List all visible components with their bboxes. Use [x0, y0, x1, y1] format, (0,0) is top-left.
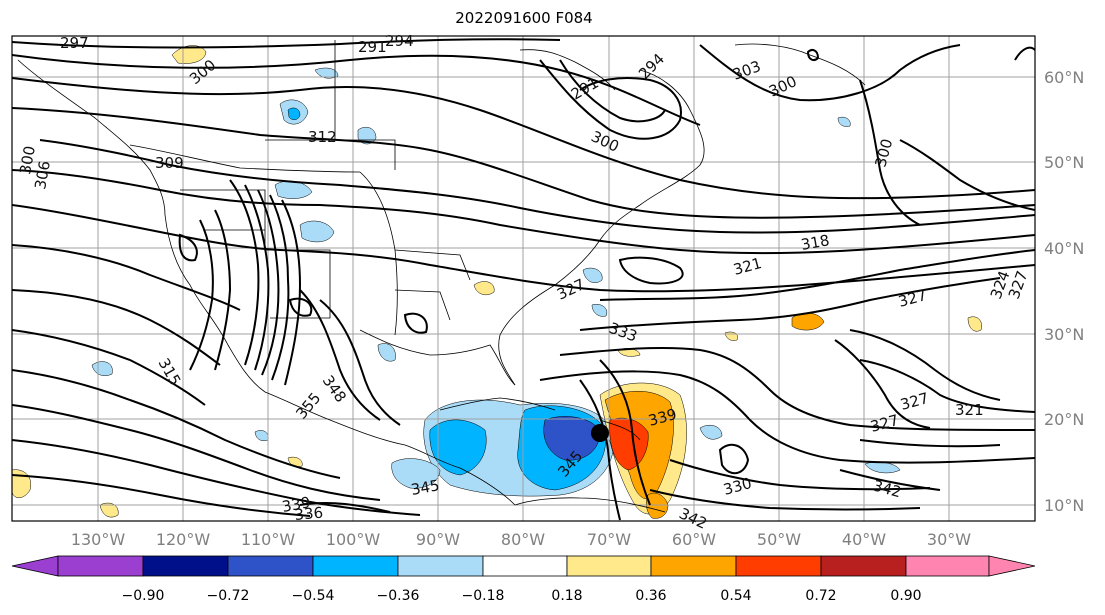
shade-patch-17 [699, 425, 723, 440]
colorbar-tick-label: 0.72 [805, 588, 836, 604]
shade-dark-blue-caribbean [543, 416, 601, 461]
lat-label: 30°N [1044, 325, 1084, 344]
colorbar-segment [57, 555, 144, 577]
colorbar-segment [227, 555, 314, 577]
lat-label: 10°N [1044, 496, 1084, 515]
latitude-labels: 60°N 50°N 40°N 30°N 20°N 10°N [1044, 68, 1084, 515]
colorbar-segment [397, 555, 484, 577]
shade-patch-12 [591, 304, 608, 317]
shade-blue-caribbean [429, 419, 487, 476]
lat-label: 60°N [1044, 68, 1084, 87]
lon-label: 40°W [842, 530, 886, 549]
shade-patch-22 [837, 116, 851, 127]
lon-label: 120°W [156, 530, 211, 549]
lon-label: 70°W [587, 530, 631, 549]
lon-label: 100°W [326, 530, 381, 549]
shade-patch-19 [391, 458, 441, 489]
colorbar-tick-label: 0.36 [635, 588, 666, 604]
colorbar-tick-label: −0.90 [122, 588, 165, 604]
lat-label: 50°N [1044, 153, 1084, 172]
lon-label: 30°W [927, 530, 971, 549]
colorbar-segment [312, 555, 399, 577]
colorbar-segment [482, 555, 568, 577]
contour-label: 318 [800, 231, 831, 254]
lat-label: 40°N [1044, 239, 1084, 258]
map-frame [11, 35, 1036, 522]
shade-patch-3 [287, 107, 301, 120]
lon-label: 110°W [241, 530, 296, 549]
colorbar-high-extension [988, 555, 1036, 577]
storm-center-marker [591, 424, 609, 442]
colorbar-segment [820, 555, 907, 577]
lon-label: 130°W [71, 530, 126, 549]
lon-label: 60°W [672, 530, 716, 549]
colorbar-segment [566, 555, 652, 577]
longitude-labels: 130°W 120°W 110°W 100°W 90°W 80°W 70°W 6… [71, 530, 971, 549]
shade-patch-21 [99, 502, 119, 518]
shade-patch-8 [377, 343, 396, 362]
contour-label: 294 [385, 32, 414, 50]
contour-label: 345 [410, 476, 441, 499]
lon-label: 80°W [501, 530, 545, 549]
colorbar-low-extension [11, 555, 59, 577]
shade-patch-10 [473, 281, 495, 296]
lon-label: 90°W [416, 530, 460, 549]
contour-label: 300 [16, 144, 39, 175]
contour-label: 336 [294, 504, 324, 524]
colorbar-tick-label: 0.18 [551, 588, 582, 604]
lon-label: 50°W [757, 530, 801, 549]
contour-label: 297 [60, 34, 89, 52]
colorbar-segment [650, 555, 737, 577]
shading-layer [12, 45, 982, 519]
contour-label: 306 [31, 159, 54, 190]
shade-patch-4 [314, 67, 339, 79]
contour-lines [12, 38, 1035, 521]
shade-patch-7 [299, 220, 335, 243]
colorbar-tick-label: −0.54 [292, 588, 335, 604]
contour-label: 312 [308, 128, 337, 146]
contour-label: 339 [281, 493, 312, 516]
contour-label: 321 [955, 401, 984, 419]
colorbar-tick-label: −0.18 [462, 588, 505, 604]
contour-label: 291 [358, 38, 387, 56]
colorbar [11, 555, 1036, 577]
colorbar-segment [905, 555, 990, 577]
colorbar-segment [735, 555, 822, 577]
colorbar-tick-label: 0.90 [890, 588, 921, 604]
figure-title: 2022091600 F084 [455, 9, 593, 27]
lat-label: 20°N [1044, 410, 1084, 429]
shade-patch-11 [582, 267, 603, 283]
colorbar-tick-label: −0.36 [377, 588, 420, 604]
contour-label: 309 [155, 154, 184, 172]
colorbar-tick-label: −0.72 [207, 588, 250, 604]
colorbar-ticks: −0.90 −0.72 −0.54 −0.36 −0.18 0.18 0.36 … [122, 588, 922, 604]
colorbar-tick-label: 0.54 [720, 588, 751, 604]
shade-patch-16 [967, 316, 982, 332]
colorbar-segment [142, 555, 229, 577]
shade-patch-9 [91, 361, 113, 376]
